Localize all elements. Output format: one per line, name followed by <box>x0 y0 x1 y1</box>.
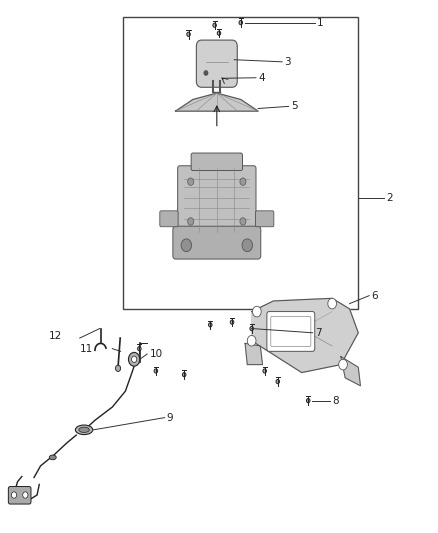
Circle shape <box>217 31 221 35</box>
Ellipse shape <box>79 427 89 432</box>
Circle shape <box>263 369 266 373</box>
Circle shape <box>138 346 141 351</box>
Circle shape <box>307 399 310 403</box>
Circle shape <box>253 306 261 317</box>
Polygon shape <box>176 93 258 111</box>
Polygon shape <box>252 298 358 373</box>
Text: 2: 2 <box>387 192 393 203</box>
FancyBboxPatch shape <box>255 211 274 227</box>
Circle shape <box>23 492 28 498</box>
Circle shape <box>230 320 234 324</box>
Text: 11: 11 <box>80 344 93 354</box>
Text: 5: 5 <box>291 101 297 111</box>
FancyBboxPatch shape <box>178 166 256 235</box>
FancyBboxPatch shape <box>271 317 311 346</box>
FancyBboxPatch shape <box>8 487 31 504</box>
Circle shape <box>276 379 279 384</box>
Circle shape <box>128 352 140 366</box>
Text: 4: 4 <box>258 72 265 83</box>
Circle shape <box>187 178 194 185</box>
Circle shape <box>204 71 208 75</box>
Text: 6: 6 <box>371 290 378 301</box>
Circle shape <box>328 298 336 309</box>
FancyBboxPatch shape <box>267 312 315 351</box>
FancyBboxPatch shape <box>196 40 237 87</box>
FancyBboxPatch shape <box>173 226 261 259</box>
FancyBboxPatch shape <box>160 211 178 227</box>
Polygon shape <box>341 357 360 386</box>
Circle shape <box>250 326 253 330</box>
Circle shape <box>116 365 120 372</box>
Circle shape <box>239 20 243 25</box>
FancyBboxPatch shape <box>191 153 243 171</box>
Circle shape <box>154 369 158 373</box>
Text: 12: 12 <box>49 332 62 342</box>
Text: 7: 7 <box>315 328 321 338</box>
Text: 1: 1 <box>317 18 324 28</box>
Circle shape <box>183 373 186 377</box>
Circle shape <box>187 32 190 36</box>
Ellipse shape <box>49 455 56 460</box>
Circle shape <box>11 492 17 498</box>
Circle shape <box>131 356 137 362</box>
Circle shape <box>181 239 191 252</box>
Circle shape <box>208 322 212 327</box>
Polygon shape <box>245 343 262 365</box>
Text: 3: 3 <box>284 57 291 67</box>
Text: 8: 8 <box>332 395 339 406</box>
Circle shape <box>240 217 246 225</box>
Circle shape <box>339 359 347 370</box>
Circle shape <box>242 239 253 252</box>
Circle shape <box>247 335 256 346</box>
Text: 9: 9 <box>167 413 173 423</box>
Circle shape <box>240 178 246 185</box>
Bar <box>123 17 358 309</box>
Circle shape <box>187 217 194 225</box>
Ellipse shape <box>75 425 93 434</box>
Circle shape <box>213 23 216 27</box>
Text: 10: 10 <box>149 349 162 359</box>
